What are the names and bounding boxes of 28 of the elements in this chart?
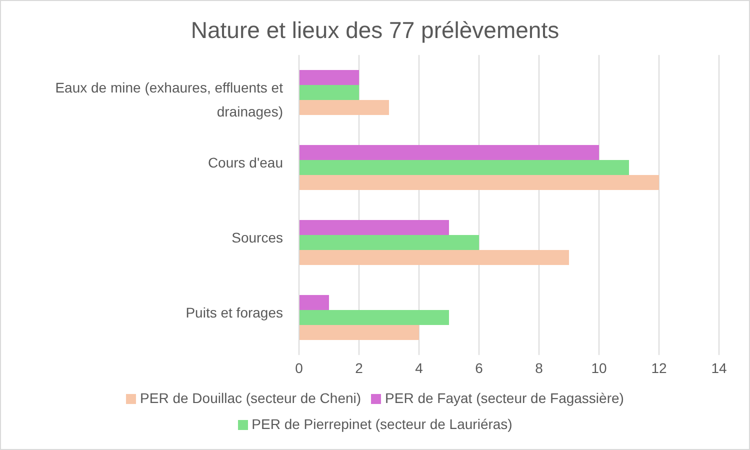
legend-label: PER de Douillac (secteur de Cheni): [140, 390, 362, 406]
legend-label: PER de Pierrepinet (secteur de Lauriéras): [252, 416, 512, 432]
bar: [299, 100, 389, 115]
x-tick-label: 10: [591, 360, 607, 376]
bar: [299, 85, 359, 100]
bar: [299, 250, 569, 265]
y-tick-label: Sources: [232, 230, 283, 246]
chart-title: Nature et lieux des 77 prélèvements: [190, 17, 560, 45]
y-tick-label: Cours d'eau: [208, 154, 283, 170]
bar: [299, 220, 449, 235]
bar: [299, 70, 359, 85]
x-tick-label: 0: [295, 360, 304, 376]
y-tick-label: Eaux de mine (exhaures, effluents et drainages): [55, 80, 284, 120]
x-tick-label: 2: [355, 360, 364, 376]
bar: [299, 295, 329, 310]
legend-label: PER de Fayat (secteur de Fagassière): [385, 390, 624, 406]
bar: [299, 325, 419, 340]
bar: [299, 310, 449, 325]
x-tick-label: 14: [711, 360, 727, 376]
x-tick-label: 12: [651, 360, 667, 376]
bar: [299, 235, 479, 250]
x-tick-label: 4: [415, 360, 424, 376]
bar: [299, 160, 629, 175]
y-tick-label: Puits et forages: [186, 304, 283, 320]
bar: [299, 175, 659, 190]
x-tick-label: 8: [535, 360, 544, 376]
bar: [299, 145, 599, 160]
x-tick-label: 6: [475, 360, 484, 376]
